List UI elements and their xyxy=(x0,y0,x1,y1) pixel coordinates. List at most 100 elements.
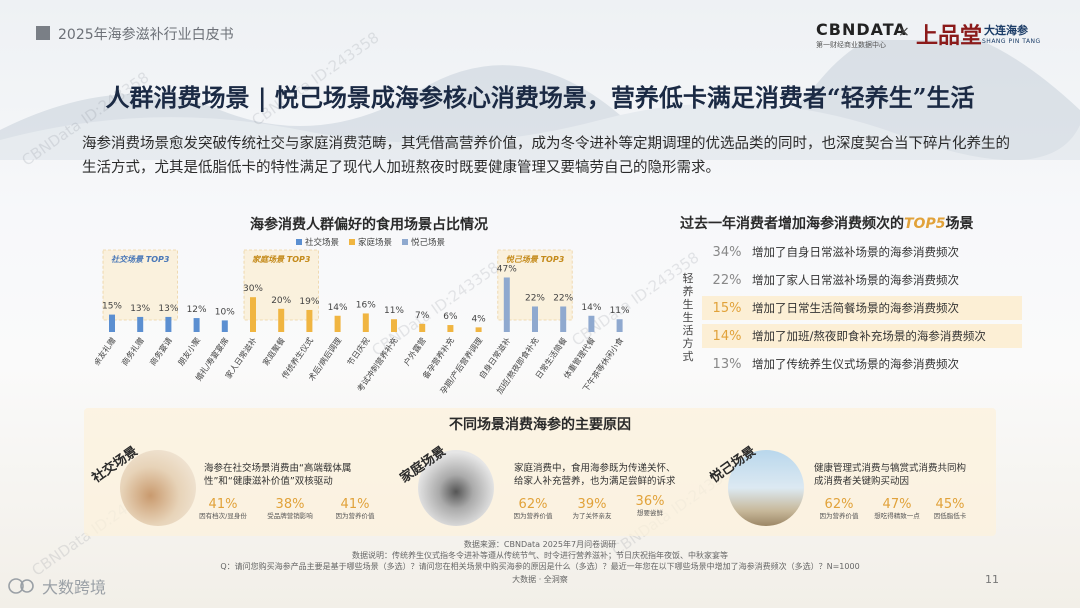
bar-value-label: 4% xyxy=(471,314,486,324)
bar xyxy=(278,308,285,332)
cbndata-logo-subtitle: 第一财经商业数据中心 xyxy=(816,41,886,49)
social-scene-image xyxy=(120,450,196,526)
top5-pct: 13% xyxy=(712,356,742,372)
stat-value: 39% xyxy=(577,497,607,512)
bar-value-label: 12% xyxy=(187,305,207,315)
stat-value: 45% xyxy=(935,497,965,512)
top5-title-em: TOP5 xyxy=(904,216,946,232)
stat-label: 因低脂低卡 xyxy=(933,512,967,520)
logo-separator: × xyxy=(898,24,910,40)
top5-text: 增加了传统养生仪式场景的海参消费频次 xyxy=(752,357,959,371)
family-scene-image xyxy=(418,450,494,526)
chart-legend: 社交场景 家庭场景 悦己场景 xyxy=(296,236,445,248)
bar xyxy=(616,319,623,332)
stat-label: 为了关怀亲友 xyxy=(572,512,612,520)
brand-logo-en: SHANG PIN TANG xyxy=(982,38,1041,45)
doc-title: 2025年海参滋补行业白皮书 xyxy=(58,27,234,43)
card-reason: 家庭消费中，食用海参既为传递关怀、给家人补充营养，也为满足尝鲜的诉求 xyxy=(514,463,676,487)
category-label: 户外露营 xyxy=(401,335,428,367)
bar-value-label: 16% xyxy=(356,300,376,310)
bar xyxy=(362,313,369,332)
bar-value-label: 19% xyxy=(299,297,319,307)
reasons-panel xyxy=(84,408,996,536)
top5-title: 过去一年消费者增加海参消费频次的TOP5场景 xyxy=(680,213,973,233)
stat-label: 因为营养价值 xyxy=(513,512,553,520)
bar xyxy=(503,277,510,332)
bar xyxy=(588,315,595,332)
legend-swatch xyxy=(296,239,302,245)
top5-row: 13% 增加了传统养生仪式场景的海参消费频次 xyxy=(702,352,1022,376)
card-stat: 38% 受品牌营销影响 xyxy=(259,497,321,521)
legend-label: 悦己场景 xyxy=(411,238,446,248)
top5-row-highlight: 15% 增加了日常生活简餐场景的海参消费频次 xyxy=(702,296,1022,320)
brand-logo-cn: 大连海参 xyxy=(984,24,1028,37)
data-source: 数据来源：CBNData 2025年7月问卷调研 xyxy=(463,540,617,549)
bar-value-label: 13% xyxy=(158,304,178,314)
card-stat: 62% 因为营养价值 xyxy=(808,497,870,521)
reasons-title: 不同场景消费海参的主要原因 xyxy=(449,417,631,433)
page-number: 11 xyxy=(985,573,999,586)
chart-title: 海参消费人群偏好的食用场景占比情况 xyxy=(250,217,488,233)
legend-label: 家庭场景 xyxy=(358,238,393,248)
stat-value: 36% xyxy=(635,494,665,509)
top5-row-highlight: 14% 增加了加班/熬夜即食补充场景的海参消费频次 xyxy=(702,324,1022,348)
bar xyxy=(193,318,200,332)
bar xyxy=(532,306,538,332)
card-stat: 36% 想要尝鲜 xyxy=(619,494,681,518)
bar xyxy=(419,323,426,332)
top5-title-suffix: 场景 xyxy=(945,216,974,232)
stat-value: 62% xyxy=(824,497,854,512)
top5-pct: 14% xyxy=(712,328,742,344)
stat-label: 想吃得精致一点 xyxy=(874,512,920,520)
self-pleasing-scene-image xyxy=(728,450,804,526)
category-label: 家庭聚餐 xyxy=(260,335,287,367)
bar-value-label: 6% xyxy=(443,312,458,322)
bar-value-label: 22% xyxy=(553,293,573,303)
top5-pct: 34% xyxy=(712,244,742,260)
category-label: 朋友小聚 xyxy=(176,335,203,367)
legend-label: 社交场景 xyxy=(305,238,340,248)
wechat-logo-icon xyxy=(8,578,34,594)
bar-value-label: 13% xyxy=(130,304,150,314)
stat-value: 62% xyxy=(518,497,548,512)
category-label: 亲友礼赠 xyxy=(95,335,118,367)
group-tag: 悦己场景 TOP3 xyxy=(506,255,565,264)
bar xyxy=(560,306,567,332)
survey-question: Q：请问您购买海参产品主要是基于哪些场景（多选）？请问您在相关场景中购买海参的原… xyxy=(220,562,860,571)
bar-value-label: 11% xyxy=(384,306,404,316)
data-note: 数据说明：传统养生仪式指冬令进补等遵从传统节气、时令进行营养滋补；节日庆祝指年夜… xyxy=(352,551,728,560)
footer-credit: 大数据 · 全洞察 xyxy=(512,575,568,584)
header-square-icon xyxy=(36,26,50,40)
stat-value: 41% xyxy=(208,497,238,512)
group-tag: 社交场景 TOP3 xyxy=(111,254,170,264)
bar-value-label: 15% xyxy=(102,302,122,312)
card-stat: 47% 想吃得精致一点 xyxy=(866,497,928,521)
group-tag: 家庭场景 TOP3 xyxy=(252,255,311,264)
intro-paragraph: 海参消费场景愈发突破传统社交与家庭消费范畴，其凭借高营养价值，成为冬令进补等定期… xyxy=(82,136,1010,176)
stat-value: 41% xyxy=(340,497,370,512)
stat-label: 因为营养价值 xyxy=(819,512,859,520)
bar xyxy=(306,309,313,332)
top5-text: 增加了自身日常滋补场景的海参消费频次 xyxy=(752,245,959,259)
bar xyxy=(137,316,144,332)
stat-label: 受品牌营销影响 xyxy=(267,512,313,520)
bar-value-label: 10% xyxy=(215,307,235,317)
stat-value: 38% xyxy=(275,497,305,512)
bar xyxy=(109,314,115,332)
category-label: 商务礼赠 xyxy=(119,335,146,367)
watermark-logo: 大数跨境 xyxy=(8,574,106,598)
group-highlight-box xyxy=(102,249,178,321)
legend-item: 悦己场景 xyxy=(402,236,445,248)
mountain-background xyxy=(0,40,1080,160)
card-stat: 39% 为了关怀亲友 xyxy=(561,497,623,521)
brand-logo: 上品堂 xyxy=(916,23,983,49)
card-stat: 41% 因为营养价值 xyxy=(324,497,386,521)
category-label: 商务宴请 xyxy=(147,335,174,367)
bar-value-label: 14% xyxy=(328,303,348,313)
stat-label: 因有档次/显身份 xyxy=(199,512,247,520)
top5-title-prefix: 过去一年消费者增加海参消费频次的 xyxy=(680,216,904,232)
bar-value-label: 22% xyxy=(525,293,545,303)
top5-pct: 22% xyxy=(712,272,742,288)
stat-label: 想要尝鲜 xyxy=(637,509,663,517)
